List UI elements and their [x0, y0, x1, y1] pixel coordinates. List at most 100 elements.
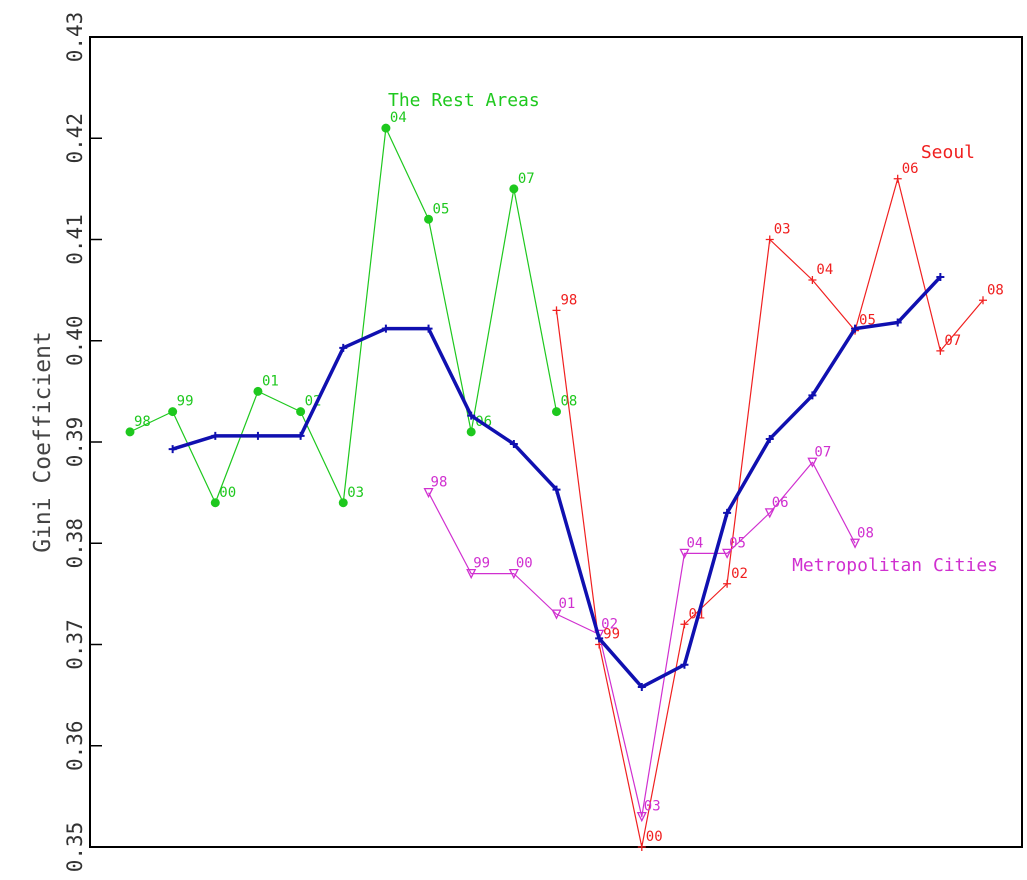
- data-point: [296, 431, 305, 440]
- data-point: [936, 346, 945, 355]
- data-point: [723, 579, 732, 588]
- data-point: [509, 440, 518, 449]
- point-label: 01: [559, 596, 576, 612]
- point-label: 06: [772, 495, 789, 511]
- data-point: [339, 343, 348, 352]
- y-tick-label: 0.41: [63, 214, 87, 265]
- series-layer: 98 99 00 01 02 03 04 05 06 07 08 98 99 00 01 02 03 04 05 06…: [125, 110, 1004, 851]
- data-point: [552, 485, 561, 494]
- series-trend: [168, 272, 945, 692]
- data-point: [765, 235, 774, 244]
- point-label: 08: [857, 525, 874, 541]
- point-label: 98: [134, 414, 151, 430]
- point-label: 07: [814, 444, 831, 460]
- data-point: [424, 214, 434, 224]
- data-point: [551, 609, 562, 620]
- data-point: [807, 457, 818, 468]
- data-point: [168, 445, 177, 454]
- series-line: [172, 275, 942, 689]
- data-point: [808, 276, 817, 284]
- data-point: [424, 324, 433, 333]
- data-point: [466, 568, 477, 580]
- data-point: [936, 272, 945, 281]
- y-tick-label: 0.39: [63, 417, 87, 468]
- data-point: [595, 634, 604, 643]
- data-point: [851, 324, 860, 333]
- group-labels: The Rest Areas Seoul Metropolitan Cities: [388, 90, 998, 576]
- point-label: 07: [944, 333, 961, 349]
- y-tick-label: 0.38: [63, 518, 87, 569]
- data-point: [680, 660, 689, 669]
- y-axis-ticks: 0.35 0.36 0.37 0.38 0.39 0.40 0.41 0.42 0.43: [63, 12, 102, 873]
- data-point: [764, 508, 775, 519]
- data-point: [808, 391, 817, 400]
- group-label: The Rest Areas: [388, 90, 540, 111]
- point-label: 03: [774, 222, 791, 238]
- group-label: Metropolitan Cities: [792, 555, 998, 576]
- series-line: [129, 127, 558, 504]
- point-label: 00: [516, 556, 533, 572]
- point-label: 01: [262, 373, 279, 389]
- point-label: 07: [518, 171, 535, 187]
- data-point: [979, 296, 987, 305]
- point-label: 04: [390, 110, 407, 126]
- y-tick-label: 0.40: [63, 315, 87, 366]
- point-label: 98: [561, 292, 578, 308]
- data-point: [722, 548, 733, 559]
- y-tick-label: 0.37: [63, 619, 87, 670]
- data-point: [467, 411, 476, 420]
- data-point: [211, 431, 220, 440]
- point-label: 03: [347, 485, 364, 501]
- data-point: [552, 306, 561, 315]
- y-tick-label: 0.42: [63, 113, 87, 164]
- point-label: 02: [601, 616, 618, 632]
- data-point: [168, 407, 178, 417]
- y-tick-label: 0.35: [63, 822, 87, 873]
- data-point: [552, 407, 561, 417]
- data-point: [893, 318, 902, 327]
- y-axis-label: Gini Coefficient: [30, 331, 56, 553]
- point-label: 05: [433, 201, 450, 217]
- data-point: [679, 548, 690, 559]
- data-point: [338, 498, 348, 508]
- y-tick-label: 0.43: [63, 12, 87, 63]
- point-label: 02: [731, 566, 748, 582]
- data-point: [296, 407, 306, 417]
- data-point: [893, 174, 902, 183]
- data-point: [381, 324, 390, 333]
- point-label: 04: [816, 262, 833, 278]
- y-tick-label: 0.36: [63, 720, 87, 771]
- point-label: 99: [603, 627, 620, 643]
- data-point: [723, 508, 732, 517]
- point-label: 05: [729, 535, 746, 551]
- series-metropolitan-cities: 98 99 00 01 02 03 04 05 06 07 08: [423, 444, 874, 823]
- data-point: [636, 811, 647, 823]
- data-point: [466, 427, 476, 437]
- data-point: [509, 184, 519, 194]
- point-label: 00: [219, 485, 236, 501]
- point-label: 98: [431, 475, 448, 491]
- data-point: [849, 538, 861, 549]
- data-point: [210, 498, 220, 508]
- data-point: [253, 431, 262, 440]
- point-label: 03: [644, 799, 661, 815]
- data-point: [637, 843, 646, 851]
- point-label: 04: [686, 535, 703, 551]
- data-point: [765, 434, 774, 443]
- data-point: [381, 123, 391, 133]
- point-label: 00: [646, 829, 663, 845]
- data-point: [125, 427, 135, 437]
- group-label: Seoul: [921, 142, 975, 163]
- series-seoul: 98 99 00 01 02 03 04 05 06 07 08: [552, 161, 1004, 851]
- data-point: [423, 487, 434, 499]
- data-point: [680, 620, 689, 629]
- plot-frame: [89, 36, 1023, 848]
- data-point: [253, 386, 263, 396]
- data-point: [637, 683, 646, 692]
- point-label: 08: [987, 282, 1004, 298]
- point-label: 99: [177, 394, 194, 410]
- data-point: [508, 568, 519, 580]
- point-label: 99: [473, 556, 490, 572]
